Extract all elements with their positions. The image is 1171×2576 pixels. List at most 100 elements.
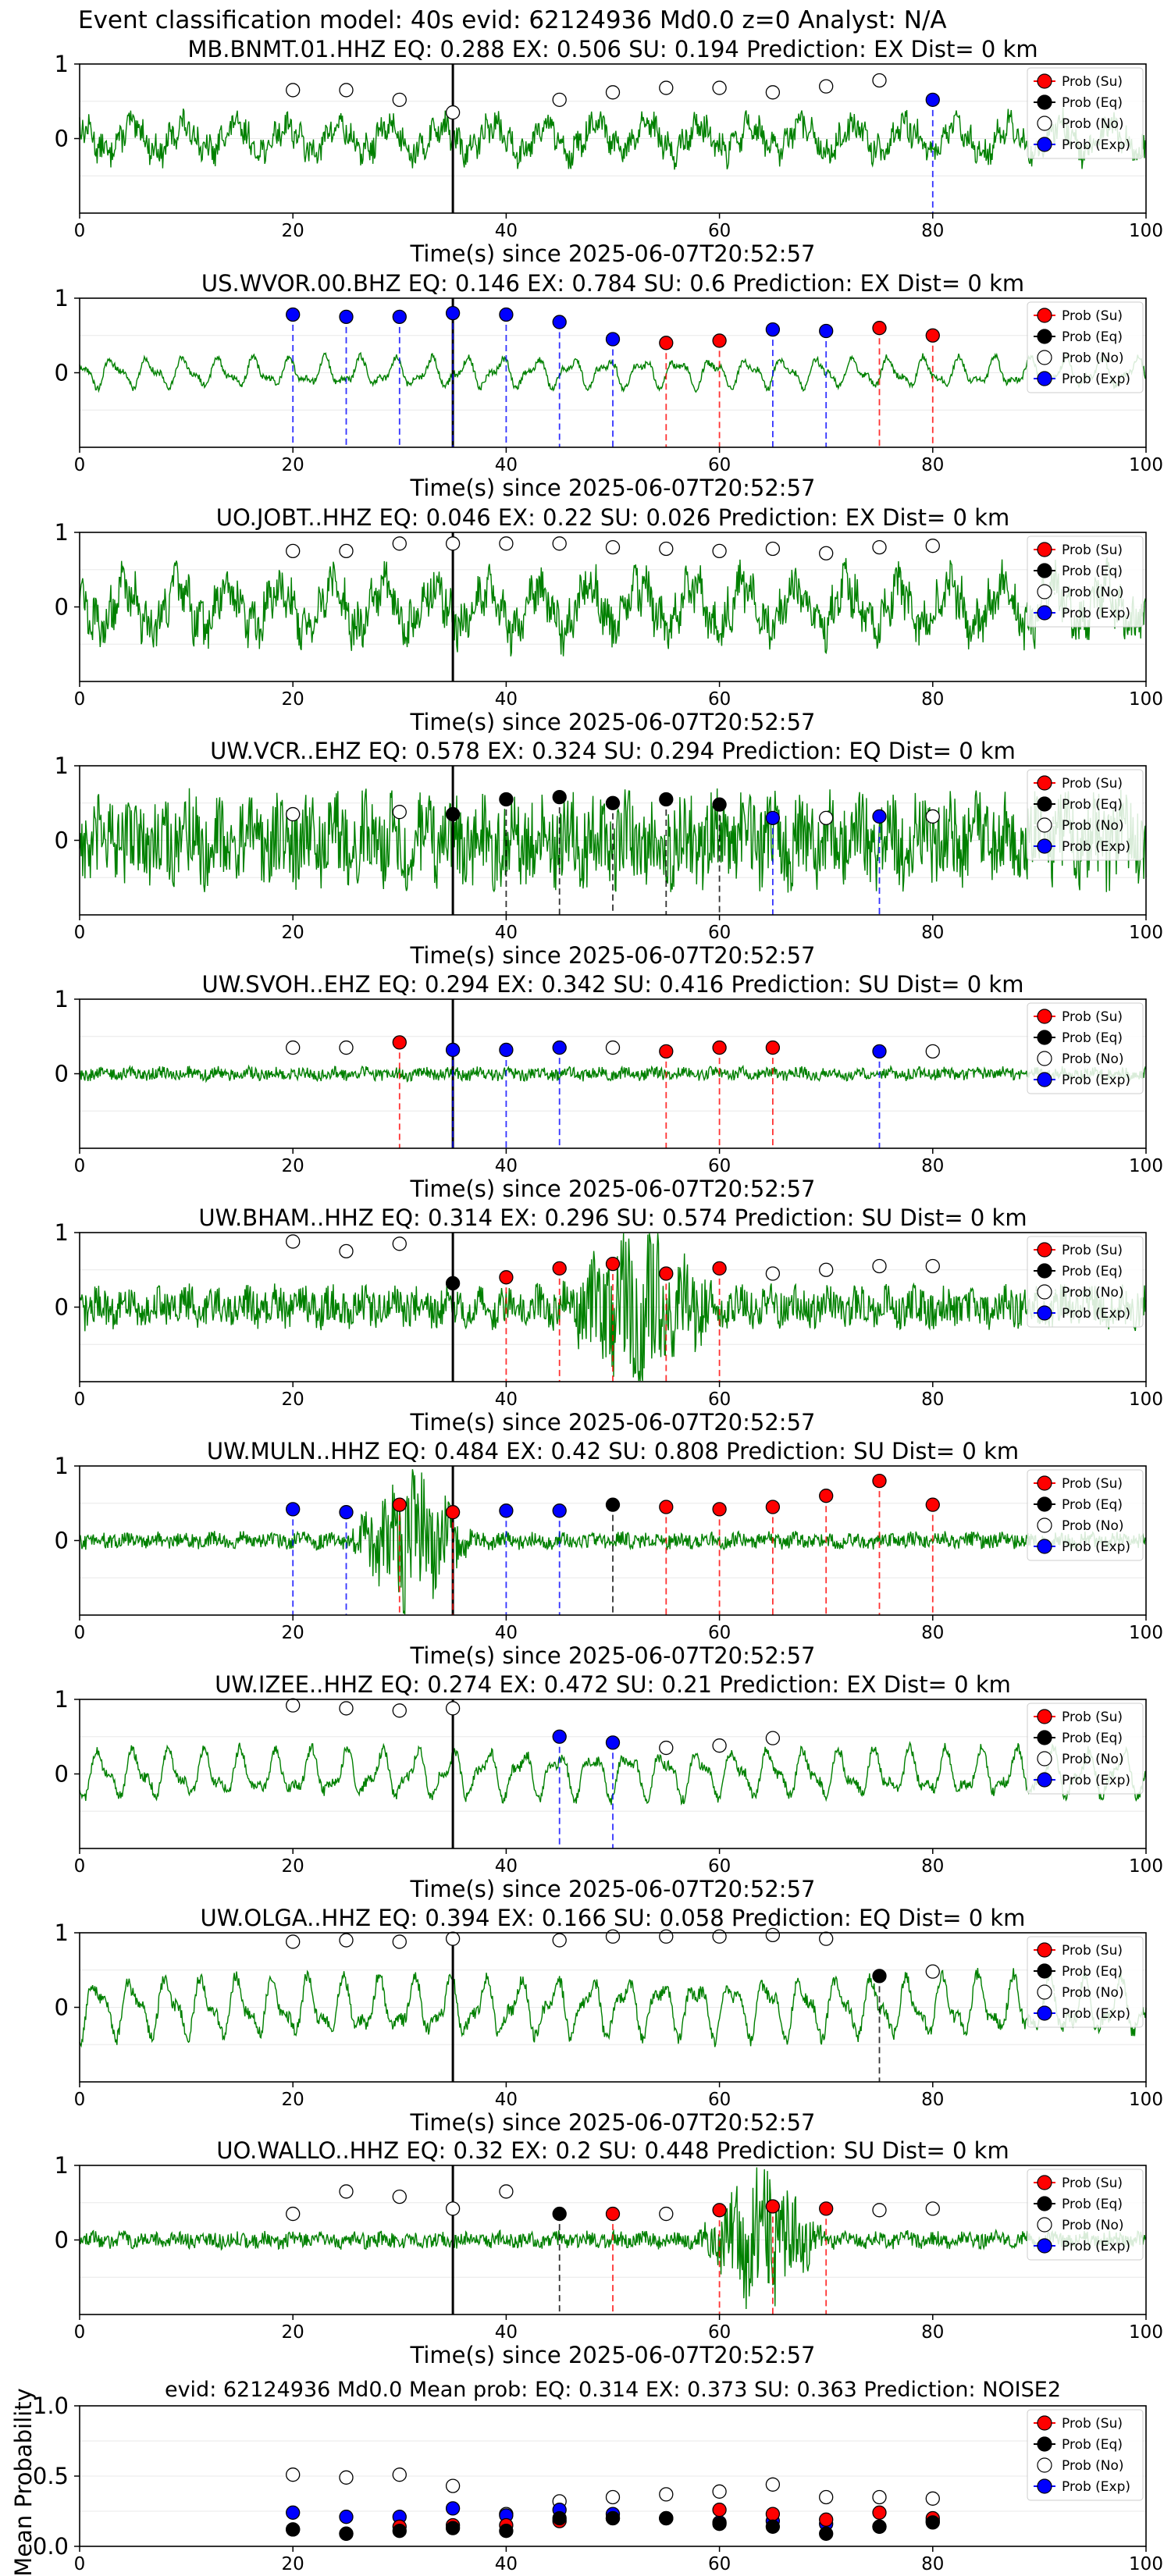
- legend-marker: [1037, 605, 1052, 621]
- x-tick-label: 80: [921, 1856, 944, 1877]
- prob-eq-marker: [445, 1276, 461, 1291]
- y-axis-label: Mean Probability: [10, 2388, 37, 2576]
- mean-point: [712, 2484, 727, 2499]
- prob-no-marker: [605, 85, 621, 100]
- x-tick-label: 0: [74, 923, 86, 943]
- prob-exp-marker: [552, 1729, 567, 1744]
- prob-no-marker: [339, 543, 354, 559]
- x-tick-label: 40: [495, 2090, 518, 2110]
- mean-point: [765, 2477, 781, 2492]
- legend-marker: [1037, 1539, 1052, 1554]
- legend-label: Prob (Eq): [1062, 95, 1123, 111]
- legend-marker: [1037, 838, 1052, 854]
- prob-no-marker: [819, 1262, 834, 1277]
- legend-label: Prob (No): [1062, 585, 1124, 600]
- legend-marker: [1037, 1772, 1052, 1788]
- x-tick-label: 100: [1129, 2090, 1163, 2110]
- prob-no-marker: [765, 1731, 781, 1745]
- waveform-trace: [79, 557, 1147, 656]
- x-tick-label: 20: [282, 2090, 304, 2110]
- mean-point: [872, 2505, 887, 2520]
- panel-title: UW.IZEE..HHZ EQ: 0.274 EX: 0.472 SU: 0.2…: [215, 1671, 1011, 1698]
- legend-label: Prob (Su): [1062, 1943, 1123, 1959]
- x-tick-label: 40: [495, 923, 518, 943]
- prob-no-marker: [605, 1040, 621, 1055]
- x-tick-label: 20: [282, 221, 304, 241]
- y-tick-label: 0: [55, 1761, 69, 1788]
- legend-box: [1027, 1703, 1144, 1795]
- prob-eq-marker: [445, 806, 461, 822]
- legend-label: Prob (Su): [1062, 1243, 1123, 1258]
- panel-7: UW.MULN..HHZ EQ: 0.484 EX: 0.42 SU: 0.80…: [55, 1438, 1163, 1669]
- panel-title: UO.WALLO..HHZ EQ: 0.32 EX: 0.2 SU: 0.448…: [216, 2137, 1009, 2164]
- prob-no-marker: [339, 1933, 354, 1948]
- x-tick-label: 0: [74, 1623, 86, 1643]
- x-tick-label: 100: [1129, 1856, 1163, 1877]
- x-tick-label: 80: [921, 221, 944, 241]
- legend-label: Prob (Eq): [1062, 2197, 1123, 2212]
- legend-label: Prob (Exp): [1062, 839, 1130, 855]
- legend-label: Prob (No): [1062, 116, 1124, 132]
- legend-label: Prob (Exp): [1062, 2006, 1130, 2022]
- prob-eq-marker: [659, 792, 674, 807]
- prob-no-marker: [819, 79, 834, 94]
- prob-no-marker: [392, 1703, 407, 1718]
- y-tick-label: 1: [55, 986, 69, 1012]
- legend-marker: [1037, 1284, 1052, 1300]
- legend-marker: [1037, 796, 1052, 812]
- legend-label: Prob (Su): [1062, 1476, 1123, 1492]
- legend-marker: [1037, 371, 1052, 386]
- x-tick-label: 100: [1129, 1623, 1163, 1643]
- x-tick-label: 60: [708, 455, 731, 475]
- legend-label: Prob (Su): [1062, 543, 1123, 558]
- legend-label: Prob (Eq): [1062, 2437, 1123, 2453]
- y-tick-label: 0: [55, 1994, 69, 2021]
- panel-4: UW.VCR..EHZ EQ: 0.578 EX: 0.324 SU: 0.29…: [55, 738, 1163, 969]
- mean-point: [499, 2524, 514, 2539]
- x-tick-label: 60: [708, 1623, 731, 1643]
- mean-point: [392, 2524, 407, 2539]
- mean-point: [339, 2526, 354, 2541]
- prob-no-marker: [925, 2201, 940, 2216]
- legend-marker: [1037, 1263, 1052, 1279]
- prob-exp-marker: [445, 305, 461, 321]
- legend-label: Prob (Su): [1062, 776, 1123, 792]
- prob-su-marker: [765, 2199, 781, 2214]
- legend-marker: [1037, 2436, 1052, 2452]
- x-tick-label: 0: [74, 2322, 86, 2343]
- prob-no-marker: [286, 806, 301, 822]
- x-axis-label: Time(s) since 2025-06-07T20:52:57: [410, 2109, 816, 2136]
- y-tick-label: 0: [55, 1528, 69, 1554]
- legend-marker: [1037, 1517, 1052, 1533]
- mean-point: [819, 2512, 834, 2527]
- prob-no-marker: [659, 1929, 674, 1944]
- legend-marker: [1037, 542, 1052, 557]
- prob-exp-marker: [765, 810, 781, 825]
- prob-no-marker: [872, 539, 887, 555]
- legend-label: Prob (No): [1062, 1285, 1124, 1300]
- legend-label: Prob (No): [1062, 1518, 1124, 1534]
- waveform-trace: [79, 1064, 1147, 1083]
- x-tick-label: 60: [708, 1389, 731, 1410]
- mean-point: [819, 2526, 834, 2541]
- panel-title: UW.MULN..HHZ EQ: 0.484 EX: 0.42 SU: 0.80…: [207, 1438, 1019, 1464]
- y-tick-label: 1: [55, 519, 69, 546]
- legend-label: Prob (Exp): [1062, 2239, 1130, 2254]
- prob-no-marker: [286, 1934, 301, 1949]
- legend-marker: [1037, 1942, 1052, 1958]
- mean-point: [659, 2510, 674, 2526]
- x-tick-label: 80: [921, 1389, 944, 1410]
- legend-marker: [1037, 2457, 1052, 2473]
- prob-no-marker: [819, 810, 834, 825]
- legend-box: [1027, 1002, 1144, 1094]
- prob-exp-marker: [445, 1042, 461, 1058]
- x-tick-label: 0: [74, 1856, 86, 1877]
- prob-no-marker: [712, 1738, 727, 1753]
- y-tick-label: 1: [55, 1920, 69, 1946]
- legend-marker: [1037, 329, 1052, 344]
- legend-label: Prob (Eq): [1062, 1030, 1123, 1046]
- panel-title: US.WVOR.00.BHZ EQ: 0.146 EX: 0.784 SU: 0…: [201, 270, 1024, 297]
- mean-point: [286, 2505, 301, 2520]
- legend-box: [1027, 1236, 1144, 1328]
- panel-3: UO.JOBT..HHZ EQ: 0.046 EX: 0.22 SU: 0.02…: [55, 504, 1163, 735]
